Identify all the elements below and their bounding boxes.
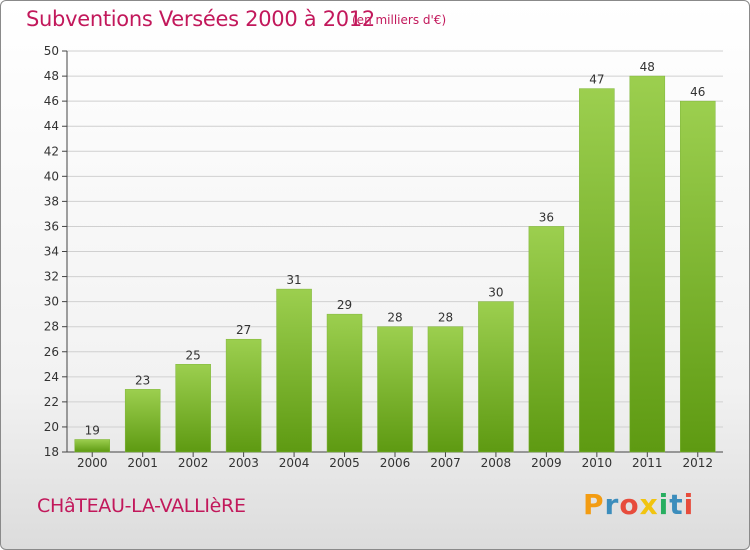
value-label-2012: 46 — [690, 85, 705, 99]
chart-subtitle: (en milliers d'€) — [352, 13, 447, 27]
bar-2008 — [478, 301, 514, 453]
y-tick-label: 42 — [44, 144, 59, 158]
x-tick-label-2012: 2012 — [682, 456, 713, 470]
value-label-2003: 27 — [236, 323, 251, 337]
x-tick-label-2001: 2001 — [127, 456, 158, 470]
bar-2001 — [124, 389, 161, 453]
value-label-2002: 25 — [186, 348, 201, 362]
y-tick-label: 28 — [44, 320, 59, 334]
bar-2010 — [579, 88, 615, 453]
bar-2003 — [225, 338, 262, 453]
y-tick-label: 32 — [44, 270, 59, 284]
value-label-2001: 23 — [135, 373, 150, 387]
y-tick-label: 36 — [44, 219, 59, 233]
value-label-2008: 30 — [488, 286, 503, 300]
y-tick-label: 50 — [44, 44, 59, 58]
proxiti-logo[interactable]: Proxiti — [583, 488, 695, 521]
value-label-2010: 47 — [589, 73, 604, 87]
y-tick-label: 46 — [44, 94, 59, 108]
y-tick-label: 40 — [44, 169, 59, 183]
bar-2005 — [326, 313, 363, 453]
y-tick-label: 38 — [44, 194, 59, 208]
bar-2006 — [377, 326, 413, 453]
x-tick-label-2005: 2005 — [329, 456, 360, 470]
x-tick-label-2003: 2003 — [228, 456, 259, 470]
value-label-2011: 48 — [640, 60, 655, 74]
commune-name: CHâTEAU-LA-VALLIèRE — [37, 495, 246, 517]
bar-2009 — [528, 226, 565, 453]
labels: 19 2000 23 2001 25 2002 27 2003 31 2004 29 2005 28 20… — [77, 60, 713, 470]
value-label-2006: 28 — [387, 311, 402, 325]
y-tick-label: 26 — [44, 345, 59, 359]
bar-2004 — [276, 288, 312, 453]
x-tick-label-2011: 2011 — [632, 456, 663, 470]
y-tick-label: 30 — [44, 295, 59, 309]
bars — [74, 75, 716, 453]
value-label-2009: 36 — [539, 210, 554, 224]
x-tick-label-2008: 2008 — [481, 456, 512, 470]
x-tick-label-2010: 2010 — [582, 456, 613, 470]
value-label-2005: 29 — [337, 298, 352, 312]
bar-2000 — [74, 439, 110, 453]
value-label-2000: 19 — [85, 423, 100, 437]
y-tick-label: 20 — [44, 420, 59, 434]
x-tick-label-2002: 2002 — [178, 456, 209, 470]
y-tick-label: 48 — [44, 69, 59, 83]
x-tick-label-2000: 2000 — [77, 456, 108, 470]
y-tick-label: 22 — [44, 395, 59, 409]
bar-2007 — [427, 326, 464, 453]
chart-title: Subventions Versées 2000 à 2012 — [26, 7, 375, 31]
y-tick-label: 34 — [44, 245, 59, 259]
y-tick-label: 18 — [44, 445, 59, 459]
value-label-2004: 31 — [286, 273, 301, 287]
value-label-2007: 28 — [438, 311, 453, 325]
bar-2002 — [175, 364, 211, 453]
x-tick-label-2009: 2009 — [531, 456, 562, 470]
bar-2012 — [680, 100, 716, 453]
bar-2011 — [629, 75, 666, 453]
y-tick-label: 44 — [44, 119, 59, 133]
x-tick-label-2007: 2007 — [430, 456, 461, 470]
y-tick-label: 24 — [44, 370, 59, 384]
x-tick-label-2004: 2004 — [279, 456, 310, 470]
x-tick-label-2006: 2006 — [380, 456, 411, 470]
